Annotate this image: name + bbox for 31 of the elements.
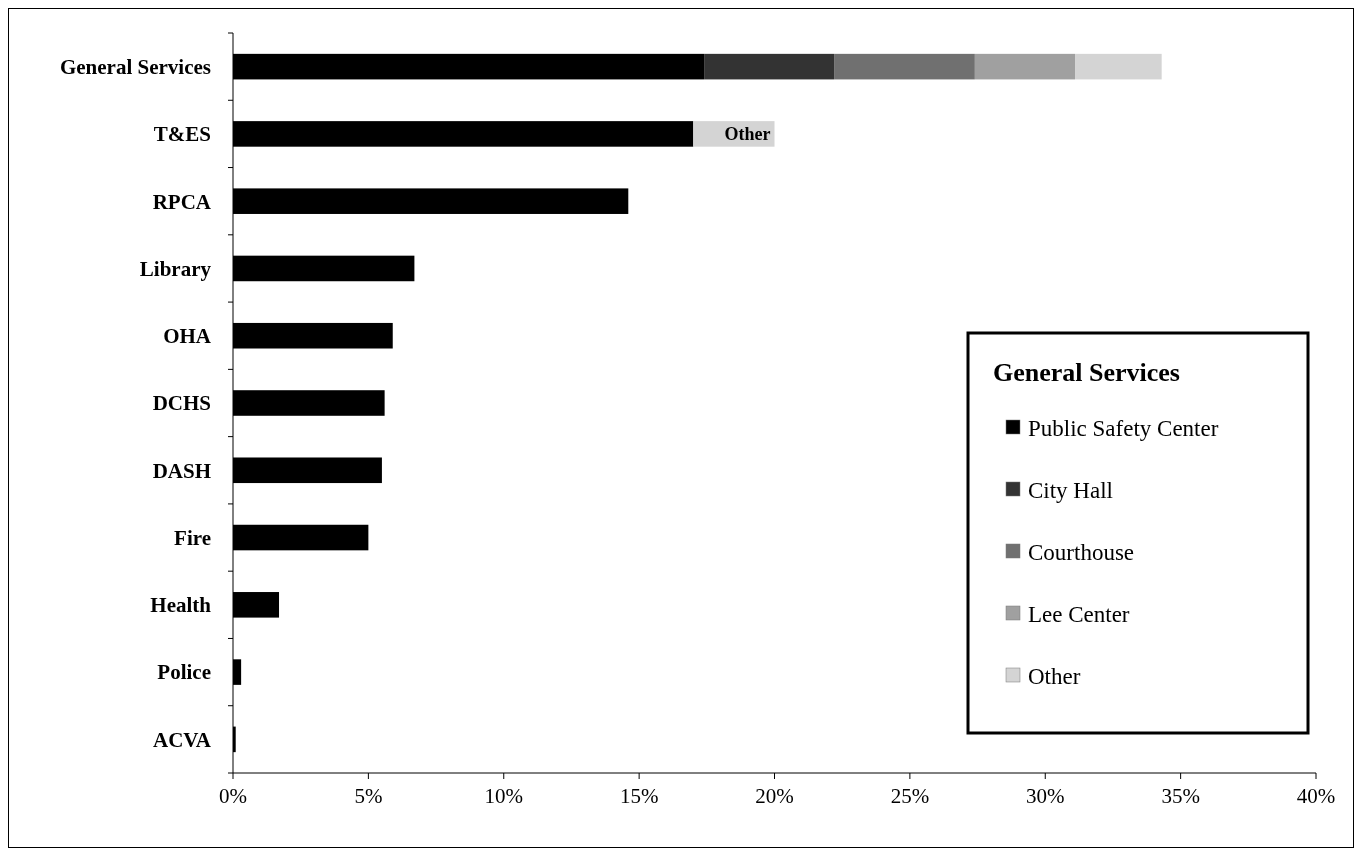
y-tick-label: General Services <box>59 54 211 79</box>
x-tick-label: 40% <box>1296 784 1336 808</box>
y-tick-label: Health <box>150 593 212 618</box>
y-tick-label: DASH <box>152 458 211 483</box>
bar <box>834 53 975 80</box>
legend-label: Courthouse <box>1028 540 1135 566</box>
bar <box>1075 53 1162 80</box>
y-tick-label: RPCA <box>152 189 212 214</box>
y-tick-label: ACVA <box>153 727 212 752</box>
x-tick-label: 30% <box>1026 784 1065 808</box>
bar <box>974 53 1076 80</box>
bar <box>704 53 835 80</box>
legend-title: General Services <box>993 358 1180 387</box>
legend-label: Lee Center <box>1028 602 1130 628</box>
legend-label: City Hall <box>1028 478 1113 504</box>
y-tick-label: OHA <box>163 324 212 349</box>
x-tick-label: 15% <box>619 784 659 808</box>
y-tick-label: Library <box>139 256 212 281</box>
y-tick-label: T&ES <box>153 122 211 147</box>
y-tick-label: Fire <box>174 525 211 550</box>
y-tick-label: DCHS <box>152 391 211 416</box>
x-tick-label: 35% <box>1161 784 1200 808</box>
legend-label: Other <box>1028 664 1081 690</box>
x-tick-label: 5% <box>354 784 383 808</box>
y-tick-label: Police <box>157 660 211 685</box>
x-tick-label: 0% <box>219 784 247 808</box>
legend-label: Public Safety Center <box>1028 416 1219 442</box>
annotation: Other <box>724 124 771 145</box>
x-tick-label: 10% <box>484 784 523 808</box>
x-tick-label: 25% <box>890 784 930 808</box>
x-tick-label: 20% <box>755 784 794 808</box>
